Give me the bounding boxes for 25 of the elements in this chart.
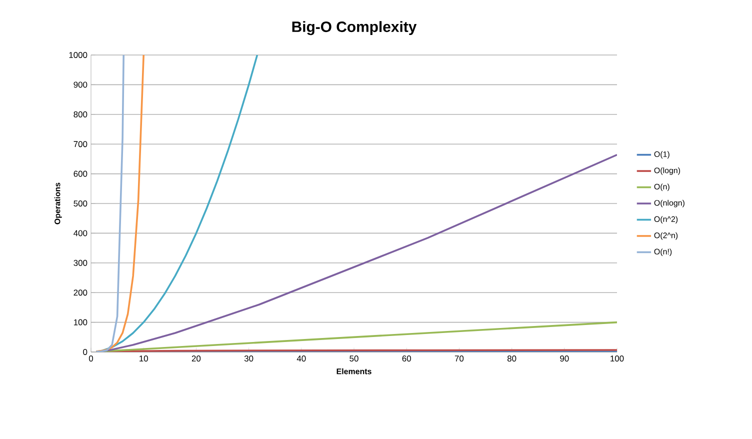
- x-tick-label: 100: [610, 356, 624, 362]
- y-tick-label: 200: [74, 290, 88, 296]
- chart-title: Big-O Complexity: [292, 21, 417, 36]
- x-tick-label: 30: [244, 356, 254, 362]
- x-tick-label: 40: [296, 356, 306, 362]
- x-tick-label: 50: [350, 356, 358, 362]
- y-tick-label: 0: [83, 349, 88, 355]
- x-tick-label: 60: [402, 356, 411, 362]
- x-tick-label: 90: [560, 356, 569, 362]
- y-tick-label: 500: [74, 200, 88, 206]
- x-tick-label: 70: [454, 356, 464, 362]
- x-tick-label: 80: [507, 356, 516, 362]
- y-tick-label: 600: [74, 170, 88, 177]
- y-tick-label: 900: [74, 82, 88, 88]
- line-series: [95, 54, 144, 352]
- y-tick-label: 700: [74, 141, 88, 148]
- y-tick-label: 800: [74, 111, 88, 118]
- y-tick-label: 300: [74, 260, 88, 266]
- y-tick-label: 1000: [69, 52, 88, 58]
- x-tick-label: 10: [140, 356, 148, 362]
- line-series: [95, 54, 125, 352]
- x-tick-label: 20: [192, 356, 201, 362]
- y-tick-label: 400: [74, 230, 88, 236]
- y-tick-label: 100: [74, 319, 88, 326]
- x-tick-label: 0: [88, 356, 94, 362]
